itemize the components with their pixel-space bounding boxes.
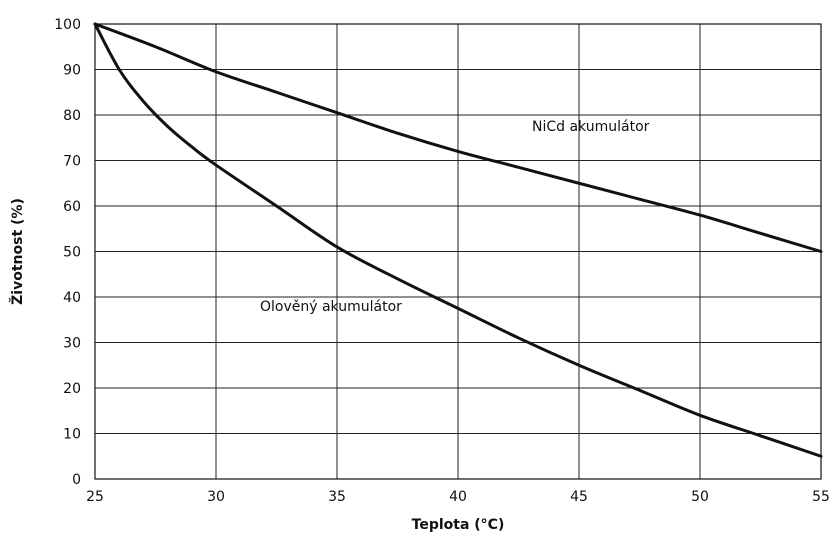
x-tick-label: 40 xyxy=(449,489,467,505)
x-axis-title: Teplota (°C) xyxy=(412,517,505,533)
x-tick-label: 55 xyxy=(812,489,830,505)
grid xyxy=(94,23,822,480)
series-layer xyxy=(93,22,823,458)
y-tick-label: 70 xyxy=(63,154,81,170)
y-tick-label: 60 xyxy=(63,199,81,215)
y-tick-label: 100 xyxy=(54,17,81,33)
x-tick-label: 30 xyxy=(207,489,225,505)
x-tick-label: 50 xyxy=(691,489,709,505)
y-tick-label: 40 xyxy=(63,290,81,306)
series-line-nicd xyxy=(93,22,823,253)
y-axis-title: Životnost (%) xyxy=(9,198,26,305)
y-tick-label: 10 xyxy=(63,427,81,443)
series-labels: NiCd akumulátor Olověný akumulátor xyxy=(260,119,650,315)
y-tick-label: 30 xyxy=(63,336,81,352)
series-label-nicd: NiCd akumulátor xyxy=(532,119,650,135)
x-tick-label: 45 xyxy=(570,489,588,505)
y-tick-label: 0 xyxy=(72,472,81,488)
y-tick-label: 90 xyxy=(63,63,81,79)
y-tick-label: 50 xyxy=(63,245,81,261)
y-tick-label: 20 xyxy=(63,381,81,397)
x-tick-label: 25 xyxy=(86,489,104,505)
series-line-olovo xyxy=(93,22,823,458)
series-label-olovo: Olověný akumulátor xyxy=(260,299,402,315)
x-tick-label: 35 xyxy=(328,489,346,505)
y-tick-label: 80 xyxy=(63,108,81,124)
tick-labels: 25 30 35 40 45 50 55 0 10 20 30 40 50 60 70 80 90 100 xyxy=(54,17,830,505)
